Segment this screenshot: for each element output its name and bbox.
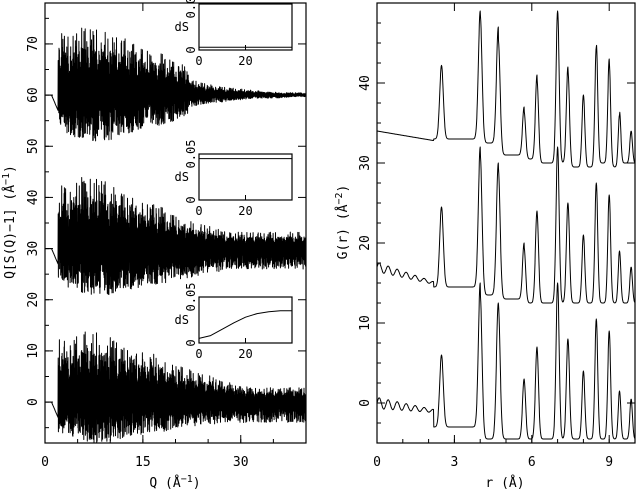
y-axis-label: Q[S(Q)−1] (Å−1) xyxy=(1,165,18,279)
inset-background xyxy=(199,154,292,200)
inset-x-tick-label: 20 xyxy=(238,54,252,68)
inset-y-tick-label: 0.05 xyxy=(184,140,198,169)
y-tick-label: 40 xyxy=(358,75,373,91)
y-tick-label: 60 xyxy=(26,87,41,103)
y-tick-label: 30 xyxy=(358,155,373,171)
x-tick-label: 15 xyxy=(135,455,151,470)
y-tick-label: 20 xyxy=(26,292,41,308)
inset-x-tick-label: 0 xyxy=(195,347,202,361)
series-trace-0 xyxy=(45,27,307,142)
right-axis-ticks: 0 3 6 9 0 10 20 30 40 xyxy=(358,2,636,470)
inset-y-tick-label: 0 xyxy=(184,46,198,53)
inset-y-tick-label: 0 xyxy=(184,196,198,203)
series-trace-2 xyxy=(376,282,636,440)
inset-x-tick-label: 0 xyxy=(195,204,202,218)
y-tick-label: 20 xyxy=(358,235,373,251)
left-traces xyxy=(45,27,307,444)
y-tick-label: 40 xyxy=(26,190,41,206)
inset-curve xyxy=(198,310,292,339)
y-tick-label: 50 xyxy=(26,138,41,154)
x-tick-label: 6 xyxy=(528,455,536,470)
y-tick-label: 0 xyxy=(358,399,373,407)
inset-background xyxy=(199,4,292,50)
inset-0: 0 20 0 0.05 dS xyxy=(175,0,293,68)
x-axis-label: r (Å) xyxy=(485,475,524,491)
y-axis-label: G(r) (Å−2) xyxy=(334,185,351,260)
inset-background xyxy=(199,297,292,343)
inset-x-tick-label: 0 xyxy=(195,54,202,68)
real-space-panel: 0 3 6 9 0 10 20 30 40 r (Å) G(r) (Å−2) xyxy=(334,2,636,491)
inset-y-label: dS xyxy=(175,20,189,34)
y-tick-label: 10 xyxy=(26,343,41,359)
inset-y-tick-label: 0.05 xyxy=(184,0,198,18)
inset-y-label: dS xyxy=(175,170,189,184)
inset-x-tick-label: 20 xyxy=(238,204,252,218)
inset-y-tick-label: 0 xyxy=(184,339,198,346)
right-traces xyxy=(376,10,636,440)
series-trace-1 xyxy=(45,177,307,295)
right-plot-frame xyxy=(376,2,636,444)
y-tick-label: 30 xyxy=(26,241,41,257)
x-axis-label: Q (Å−1) xyxy=(149,474,200,491)
y-tick-label: 10 xyxy=(358,315,373,331)
inset-y-tick-label: 0.05 xyxy=(184,283,198,312)
y-tick-label: 0 xyxy=(26,398,41,406)
left-axis-ticks: 0 15 30 0 10 20 30 40 50 60 70 xyxy=(26,3,307,470)
x-tick-label: 0 xyxy=(41,455,49,470)
series-trace-0 xyxy=(376,10,636,168)
series-trace-1 xyxy=(376,146,636,304)
x-tick-label: 30 xyxy=(233,455,249,470)
inset-y-label: dS xyxy=(175,313,189,327)
x-tick-label: 0 xyxy=(373,455,381,470)
y-tick-label: 70 xyxy=(26,36,41,52)
series-trace-2 xyxy=(45,331,307,444)
x-tick-label: 9 xyxy=(605,455,613,470)
x-tick-label: 3 xyxy=(450,455,458,470)
inset-x-tick-label: 20 xyxy=(238,347,252,361)
